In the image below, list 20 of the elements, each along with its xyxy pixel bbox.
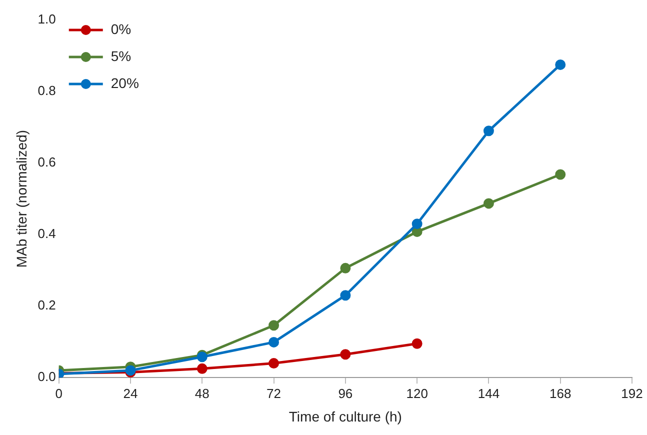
x-tick-label: 144 [478,386,500,401]
x-tick-label: 120 [406,386,428,401]
x-tick-label: 168 [550,386,572,401]
y-tick-label: 0.4 [38,226,56,242]
x-axis-title: Time of culture (h) [288,408,402,424]
y-tick-label: 0.8 [38,83,56,98]
y-axis-title: MAb titer (normalized) [13,130,30,268]
x-tick-label: 72 [266,386,282,401]
y-tick-label: 0.2 [38,298,56,313]
x-tick-label: 48 [194,386,210,401]
x-tick-label: 192 [621,386,643,401]
legend-label: 20% [110,74,139,91]
legend-label: 5% [110,48,132,64]
x-tick-label: 24 [123,386,138,401]
x-tick-label: 96 [338,386,353,401]
y-tick-label: 1.0 [38,12,56,27]
x-tick-label: 0 [55,386,62,401]
y-tick-label: 0.0 [38,369,56,384]
y-tick-label: 0.6 [38,154,56,170]
legend-label: 0% [110,20,132,37]
